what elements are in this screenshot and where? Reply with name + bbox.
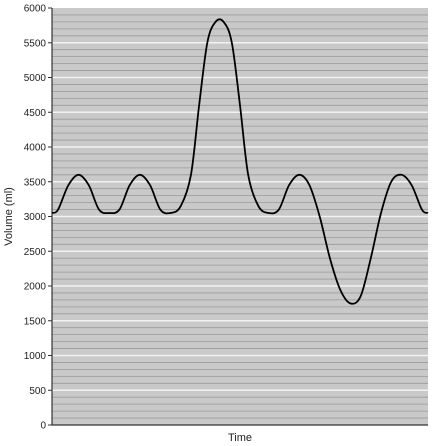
series-line-volume [51, 18, 429, 305]
grid [52, 14, 428, 419]
y-axis-label: Volume (ml) [3, 187, 15, 246]
y-tick-label: 0 [40, 421, 46, 432]
x-axis-label: Time [228, 432, 252, 444]
y-tick-label: 2500 [24, 247, 47, 258]
y-tick-label: 500 [29, 386, 46, 397]
y-axis-ticks: 0 500 1000 1500 2000 2500 3000 3500 4000 4500 5000… [24, 4, 52, 432]
y-tick-label: 3500 [24, 177, 47, 188]
y-tick-label: 5500 [24, 38, 47, 49]
y-tick-label: 4000 [24, 143, 47, 154]
y-tick-label: 4500 [24, 108, 47, 119]
y-tick-label: 3000 [24, 212, 47, 223]
y-tick-label: 6000 [24, 4, 47, 15]
y-tick-label: 1500 [24, 316, 47, 327]
y-tick-label: 2000 [24, 282, 47, 293]
y-tick-label: 5000 [24, 73, 47, 84]
y-tick-label: 1000 [24, 351, 47, 362]
